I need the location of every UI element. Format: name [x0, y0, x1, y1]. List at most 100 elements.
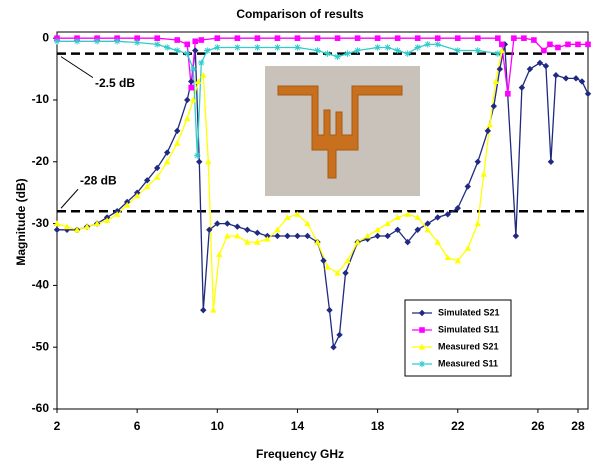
marker [274, 226, 281, 233]
marker [198, 37, 205, 43]
marker [394, 35, 401, 41]
marker [294, 44, 301, 51]
marker [384, 44, 391, 51]
y-tick-label: 0 [42, 30, 49, 44]
marker [63, 223, 71, 230]
y-axis-label: Magnitude (dB) [14, 178, 28, 265]
marker [474, 220, 481, 227]
marker [418, 309, 426, 317]
marker [334, 269, 341, 276]
marker [154, 35, 160, 41]
marker [454, 47, 461, 54]
marker [364, 232, 371, 239]
marker [404, 50, 411, 57]
marker [547, 158, 555, 165]
x-tick-label: 18 [371, 419, 385, 433]
chart-title: Comparison of results [236, 7, 364, 21]
marker [192, 38, 199, 45]
marker [234, 35, 241, 41]
marker [123, 201, 131, 208]
marker [164, 158, 171, 165]
marker [284, 214, 291, 220]
annotation: -28 dB [80, 173, 117, 187]
marker [495, 35, 501, 41]
marker [542, 62, 550, 70]
marker [134, 35, 140, 41]
marker [200, 306, 207, 314]
annotation-arrow [60, 56, 94, 79]
marker [205, 158, 212, 165]
marker [214, 220, 221, 227]
marker [164, 149, 171, 156]
marker [496, 65, 504, 73]
marker [234, 44, 241, 51]
marker [374, 44, 381, 51]
marker [184, 41, 191, 48]
marker [404, 238, 411, 246]
marker [190, 65, 197, 73]
marker [314, 35, 321, 41]
marker [320, 257, 327, 264]
marker [314, 238, 321, 245]
marker [354, 238, 361, 245]
marker [224, 220, 231, 227]
y-tick-label: -10 [32, 92, 50, 106]
marker [334, 53, 341, 60]
marker [294, 211, 301, 217]
marker [518, 84, 526, 91]
marker [214, 44, 221, 51]
marker [164, 44, 171, 51]
x-tick-label: 6 [134, 419, 141, 433]
marker [254, 44, 261, 51]
marker [547, 41, 553, 48]
inset-photo [265, 66, 420, 196]
marker [324, 263, 331, 270]
marker [254, 229, 261, 237]
marker [330, 343, 337, 351]
marker [424, 226, 431, 233]
marker [174, 37, 181, 43]
series-line [56, 50, 503, 311]
marker [374, 232, 381, 240]
marker [194, 152, 201, 159]
marker [486, 121, 494, 128]
marker [526, 65, 534, 73]
marker [418, 360, 426, 368]
marker [198, 59, 205, 67]
marker [474, 35, 481, 41]
annotation: -2.5 dB [95, 76, 135, 90]
marker [143, 183, 151, 190]
marker [536, 59, 544, 67]
marker [562, 75, 570, 82]
marker [326, 306, 333, 314]
marker [133, 39, 141, 46]
marker [190, 96, 197, 103]
x-tick-label: 10 [211, 419, 225, 433]
y-tick-label: -40 [32, 278, 50, 292]
marker [113, 211, 121, 217]
marker [206, 226, 213, 233]
marker [204, 47, 211, 54]
marker [531, 37, 537, 43]
marker [434, 41, 441, 48]
marker [490, 102, 498, 110]
marker [53, 226, 61, 233]
marker [414, 35, 421, 41]
marker [494, 50, 502, 57]
marker [195, 78, 202, 85]
marker [474, 47, 481, 54]
marker [174, 140, 181, 146]
x-tick-label: 22 [451, 419, 465, 433]
marker [505, 91, 511, 97]
y-tick-label: -30 [32, 216, 50, 230]
x-tick-label: 26 [531, 419, 545, 433]
marker [174, 127, 181, 135]
marker [575, 41, 581, 48]
marker [424, 41, 431, 48]
marker [585, 41, 591, 48]
marker [153, 41, 161, 48]
x-tick-label: 2 [54, 419, 61, 433]
legend-label: Simulated S21 [438, 307, 500, 317]
marker [53, 38, 61, 45]
marker [73, 226, 81, 233]
